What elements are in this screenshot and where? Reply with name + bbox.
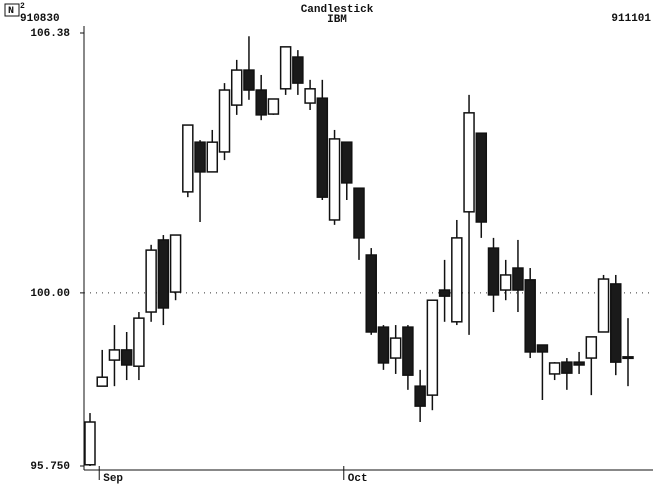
candle-body: [426, 299, 439, 396]
badge-letter: N: [8, 6, 14, 17]
candle-body: [133, 317, 145, 367]
candle-body: [463, 112, 475, 213]
candle-body: [182, 124, 194, 193]
candle-body: [610, 283, 622, 363]
candle-body: [341, 141, 353, 184]
x-tick-label: Sep: [103, 473, 123, 485]
candle-body: [218, 89, 231, 153]
candle-body: [573, 361, 585, 366]
candle-body: [487, 247, 500, 296]
badge-box: [4, 3, 20, 17]
chart-subtitle: IBM: [327, 14, 347, 26]
candle-body: [597, 278, 610, 333]
candle-body: [316, 97, 329, 198]
candle-body: [84, 421, 96, 466]
candle-body: [365, 254, 377, 333]
candle-body: [328, 138, 341, 221]
candle-body: [438, 289, 451, 297]
candle-body: [451, 237, 463, 323]
candle-body: [243, 69, 255, 91]
candle-body: [206, 141, 219, 173]
chart-title: Candlestick: [301, 4, 374, 16]
candle-body: [475, 132, 488, 223]
candle-body: [512, 267, 524, 291]
y-tick-label: 95.750: [30, 461, 70, 473]
candle-body: [120, 349, 133, 366]
x-tick-label: Oct: [348, 473, 368, 485]
candle-body: [536, 344, 549, 353]
candle-body: [194, 141, 206, 173]
candle-body: [230, 69, 243, 106]
candle-body: [157, 239, 170, 309]
candle-body: [255, 89, 267, 116]
badge-sup: 2: [20, 2, 25, 11]
candle-body: [96, 376, 108, 387]
candle-body: [169, 234, 182, 293]
candle-body: [292, 56, 304, 84]
end-date: 911101: [611, 13, 651, 25]
candle-body: [402, 326, 414, 376]
candle-body: [585, 336, 598, 359]
candle-body: [377, 326, 390, 364]
candle-body: [108, 349, 121, 361]
candle-body: [499, 274, 512, 291]
candle-body: [561, 361, 573, 374]
candle-body: [622, 356, 634, 360]
candle-body: [304, 88, 316, 104]
candle-body: [389, 337, 402, 359]
candle-body: [353, 187, 365, 239]
candle-body: [414, 385, 426, 407]
candle-body: [145, 249, 157, 313]
candle-body: [548, 362, 561, 375]
candle-body: [267, 98, 280, 115]
candle-body: [279, 46, 292, 90]
y-tick-label: 106.38: [30, 28, 70, 40]
candle-body: [524, 279, 536, 353]
start-date: 910830: [20, 13, 60, 25]
y-tick-label: 100.00: [30, 288, 70, 300]
